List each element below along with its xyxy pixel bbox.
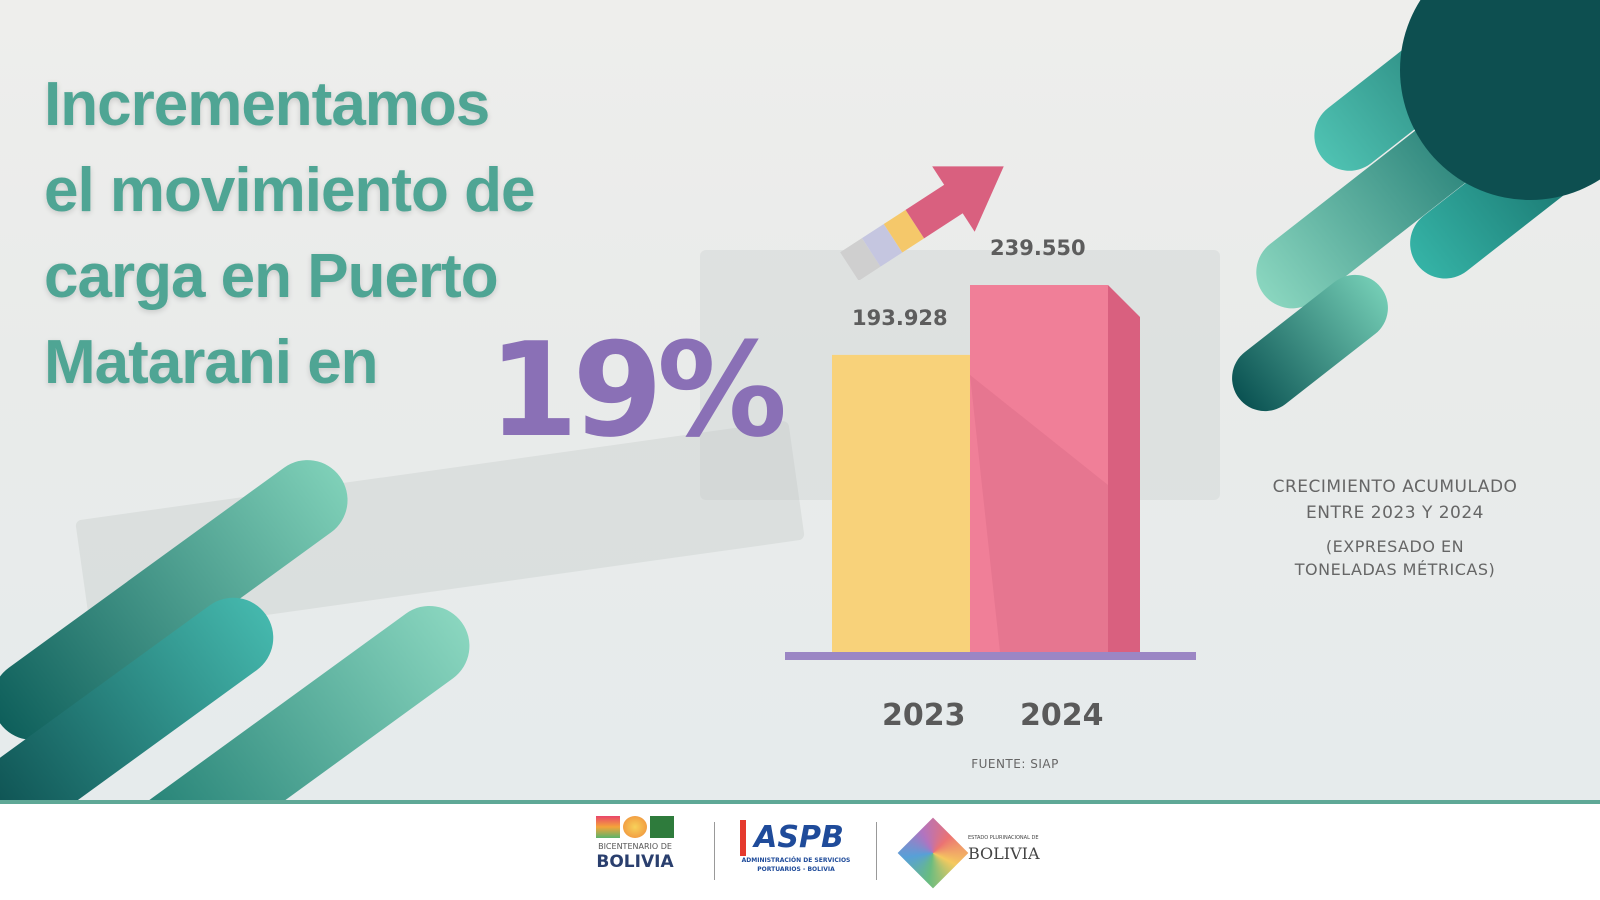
logo-caption: ASPB bbox=[740, 820, 852, 856]
data-label-2024: 239.550 bbox=[990, 236, 1086, 260]
bar-2023 bbox=[832, 354, 970, 652]
footer-logos: BICENTENARIO DE BOLIVIA ASPB ADMINISTRAC… bbox=[0, 800, 1600, 900]
growth-caption: CRECIMIENTO ACUMULADO bbox=[1272, 477, 1518, 497]
logo-caption: BOLIVIA bbox=[596, 852, 674, 872]
divider bbox=[876, 822, 877, 880]
headline-line: el movimiento de bbox=[44, 156, 535, 225]
source-note: FUENTE: SIAP bbox=[971, 757, 1059, 771]
headline-line: Matarani en bbox=[44, 328, 379, 397]
x-tick-label: 2023 bbox=[882, 698, 966, 733]
unit-caption: TONELADAS MÉTRICAS) bbox=[1294, 560, 1496, 579]
bar-side-2024 bbox=[1108, 285, 1140, 652]
estado-bolivia-logo: ESTADO PLURINACIONAL DE BOLIVIA bbox=[897, 817, 1040, 889]
infographic-background: Incrementamos el movimiento de carga en … bbox=[0, 0, 1600, 800]
logo-caption: BOLIVIA bbox=[968, 844, 1040, 863]
x-tick-label: 2024 bbox=[1020, 698, 1104, 733]
logo-caption: ESTADO PLURINACIONAL DE bbox=[968, 835, 1039, 841]
bar-shadow bbox=[970, 375, 1108, 652]
divider bbox=[714, 822, 715, 880]
unit-caption: (EXPRESADO EN bbox=[1325, 537, 1465, 556]
growth-percent: 19% bbox=[488, 314, 787, 466]
growth-caption: ENTRE 2023 Y 2024 bbox=[1305, 503, 1485, 523]
headline-line: carga en Puerto bbox=[44, 242, 499, 311]
logo-caption: ADMINISTRACIÓN DE SERVICIOS bbox=[741, 857, 851, 864]
logo-caption: PORTUARIOS - BOLIVIA bbox=[757, 866, 835, 873]
headline-line: Incrementamos bbox=[44, 70, 490, 139]
baseline bbox=[785, 652, 1196, 660]
bicentenario-logo: BICENTENARIO DE BOLIVIA bbox=[592, 816, 678, 873]
bar-chart bbox=[785, 285, 1196, 660]
logo-caption: BICENTENARIO DE bbox=[598, 842, 672, 851]
headline: Incrementamos el movimiento de carga en … bbox=[44, 62, 535, 406]
data-label-2023: 193.928 bbox=[852, 305, 948, 330]
aspb-logo: ASPB ADMINISTRACIÓN DE SERVICIOS PORTUAR… bbox=[740, 820, 852, 874]
growth-arrow-icon bbox=[840, 166, 1004, 280]
